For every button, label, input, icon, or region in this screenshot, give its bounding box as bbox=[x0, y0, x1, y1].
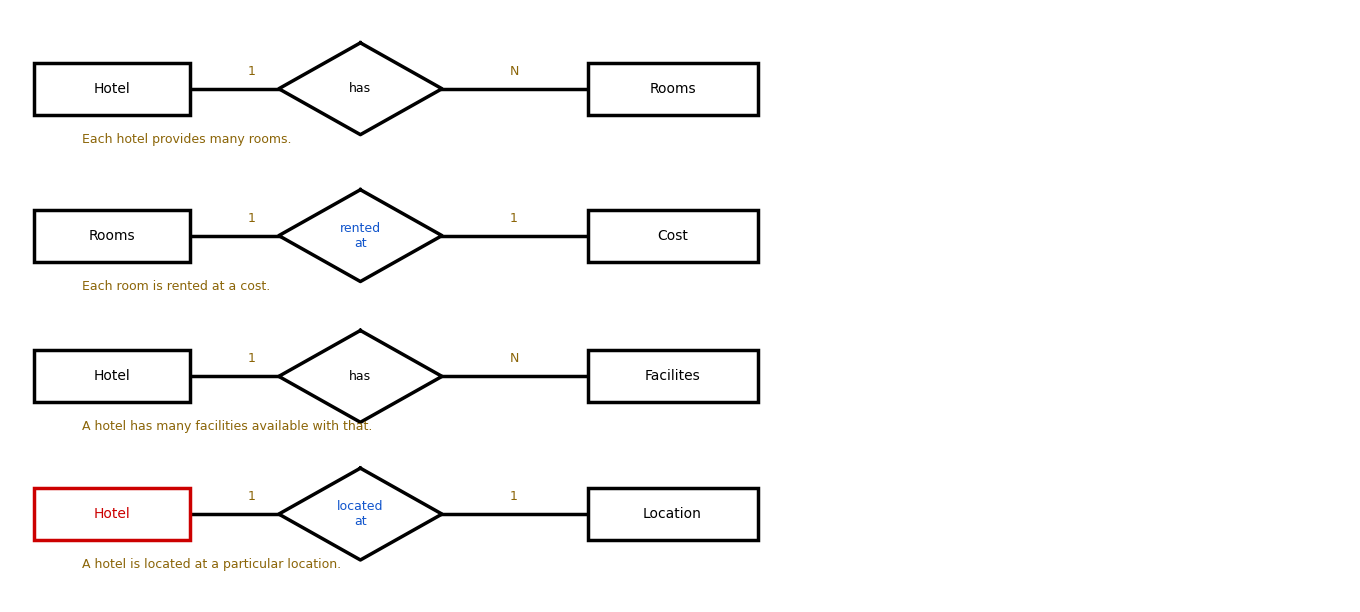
Text: located
at: located at bbox=[337, 500, 384, 528]
Polygon shape bbox=[279, 43, 442, 135]
Text: 1: 1 bbox=[248, 65, 256, 78]
Text: 1: 1 bbox=[248, 353, 256, 365]
Polygon shape bbox=[279, 468, 442, 560]
Text: Rooms: Rooms bbox=[88, 229, 136, 242]
Text: Facilites: Facilites bbox=[645, 370, 700, 383]
Bar bbox=[34, 488, 190, 540]
Text: has: has bbox=[350, 82, 371, 95]
Text: N: N bbox=[510, 353, 518, 365]
Bar bbox=[588, 63, 758, 115]
Text: Hotel: Hotel bbox=[94, 507, 131, 521]
Bar bbox=[588, 209, 758, 262]
Text: 1: 1 bbox=[510, 490, 518, 503]
Text: Hotel: Hotel bbox=[94, 82, 131, 95]
Bar bbox=[34, 63, 190, 115]
Text: Hotel: Hotel bbox=[94, 370, 131, 383]
Text: N: N bbox=[510, 65, 518, 78]
Text: A hotel has many facilities available with that.: A hotel has many facilities available wi… bbox=[82, 420, 373, 433]
Text: 1: 1 bbox=[248, 490, 256, 503]
Text: 1: 1 bbox=[248, 212, 256, 225]
Text: 1: 1 bbox=[510, 212, 518, 225]
Text: Each hotel provides many rooms.: Each hotel provides many rooms. bbox=[82, 133, 291, 146]
Bar bbox=[588, 350, 758, 403]
Bar bbox=[588, 488, 758, 540]
Text: Each room is rented at a cost.: Each room is rented at a cost. bbox=[82, 280, 269, 293]
Text: rented
at: rented at bbox=[340, 222, 381, 250]
Polygon shape bbox=[279, 330, 442, 422]
Text: Cost: Cost bbox=[657, 229, 688, 242]
Bar bbox=[34, 209, 190, 262]
Text: Rooms: Rooms bbox=[649, 82, 696, 95]
Text: Location: Location bbox=[643, 507, 702, 521]
Text: has: has bbox=[350, 370, 371, 383]
Bar bbox=[34, 350, 190, 403]
Polygon shape bbox=[279, 190, 442, 282]
Text: A hotel is located at a particular location.: A hotel is located at a particular locat… bbox=[82, 558, 341, 571]
